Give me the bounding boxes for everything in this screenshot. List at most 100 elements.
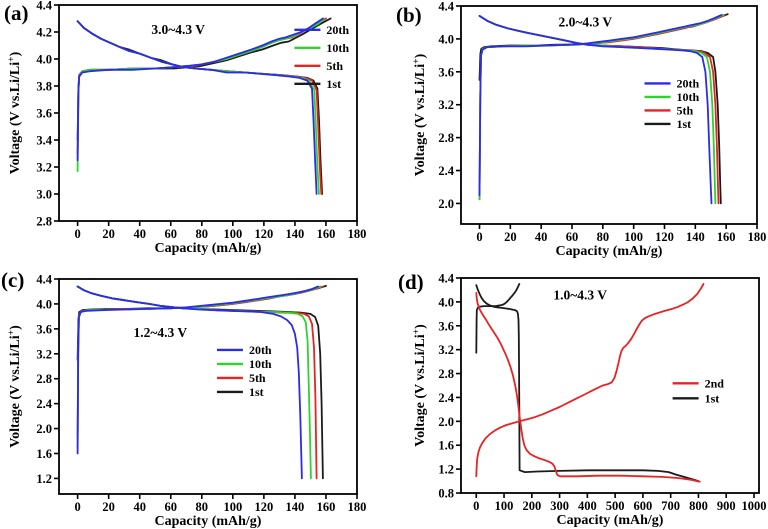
y-tick-label: 4.4 (438, 0, 454, 14)
x-tick-label: 140 (686, 230, 705, 244)
panel-c: 0 20 40 60 80 100 120 140 160 180 1.2 1.6 2.0 2.4 2.8 3… (0, 265, 384, 529)
panel-label-a: (a) (4, 1, 29, 25)
voltage-window-title: 2.0~4.3 V (558, 15, 612, 30)
legend-label-1st: 1st (705, 391, 720, 405)
x-axis-title: Capacity (mAh/g) (556, 244, 663, 259)
panel-d-chart: 0 100 200 300 400 500 600 700 800 900 1000 0.8 1.2 1.… (412, 272, 767, 529)
plot-frame (58, 278, 358, 495)
x-axis-title: Capacity (mAh/g) (557, 513, 664, 528)
legend-label-10th: 10th (326, 41, 349, 55)
x-tick-label: 200 (522, 499, 541, 513)
y-tick-label: 3.2 (36, 161, 52, 175)
x-tick-label: 20 (102, 227, 115, 241)
plot-frame (460, 5, 758, 225)
panel-a: 0 20 40 60 80 100 120 140 160 180 2.8 3.0 3.2 3.4 3.6 3… (0, 0, 384, 265)
x-tick-label: 60 (165, 500, 178, 514)
legend-label-1st: 1st (249, 385, 264, 399)
y-tick-label: 4.4 (438, 272, 454, 286)
y-axis-title: Voltage (V vs.Li/Li+) (412, 53, 428, 176)
y-tick-label: 2.4 (36, 397, 52, 411)
y-tick-label: 2.4 (438, 164, 454, 178)
legend-label-10th: 10th (677, 90, 700, 104)
x-tick-label: 40 (133, 227, 146, 241)
y-axis-title: Voltage (V vs.Li/Li+) (7, 325, 23, 448)
y-tick-label: 4.0 (36, 297, 52, 311)
curve-10th-discharge (76, 20, 320, 195)
voltage-window-title: 1.0~4.3 V (553, 288, 607, 303)
x-tick-label: 40 (535, 230, 548, 244)
x-tick-label: 80 (597, 230, 610, 244)
legend-label-20th: 20th (326, 23, 349, 37)
x-tick-label: 40 (133, 500, 146, 514)
y-tick-label: 4.0 (438, 32, 454, 46)
x-tick-label: 20 (102, 500, 115, 514)
legend-label-1st: 1st (677, 117, 692, 131)
curve-5th-discharge (76, 285, 318, 480)
curve-20th-charge (76, 285, 320, 455)
curve-20th-charge (76, 17, 324, 162)
x-tick-label: 20 (504, 230, 517, 244)
x-axis-title: Capacity (mAh/g) (155, 514, 262, 529)
x-tick-label: 120 (255, 500, 274, 514)
legend-label-20th: 20th (677, 76, 700, 90)
y-axis-title: Voltage (V vs.Li/Li+) (7, 51, 23, 174)
y-tick-label: 1.6 (36, 447, 52, 461)
y-tick-label: 3.6 (36, 107, 52, 121)
y-tick-label: 3.2 (438, 343, 454, 357)
y-tick-label: 2.8 (36, 372, 52, 386)
x-axis-title: Capacity (mAh/g) (155, 241, 262, 256)
x-tick-label: 180 (348, 227, 367, 241)
x-tick-label: 140 (286, 227, 305, 241)
x-tick-label: 300 (550, 499, 569, 513)
y-tick-label: 4.0 (36, 53, 52, 67)
y-axis-title: Voltage (V vs.Li/Li+) (412, 324, 428, 447)
y-tick-label: 2.8 (36, 215, 52, 229)
curve-2nd-discharge (475, 292, 701, 483)
x-tick-label: 1000 (742, 499, 767, 513)
panel-label-d: (d) (398, 270, 424, 294)
curve-5th-discharge (76, 20, 323, 195)
y-tick-label: 2.0 (438, 415, 454, 429)
y-tick-label: 3.6 (36, 322, 52, 336)
legend-label-20th: 20th (249, 343, 272, 357)
curve-1st-discharge (475, 284, 700, 482)
curve-20th-discharge (76, 285, 303, 480)
y-tick-label: 3.0 (36, 188, 52, 202)
curve-20th-discharge (76, 20, 318, 195)
x-tick-label: 0 (476, 230, 482, 244)
panel-label-c: (c) (1, 268, 25, 292)
curve-1st-discharge (76, 20, 323, 195)
voltage-window-title: 3.0~4.3 V (151, 22, 205, 37)
panel-label-b: (b) (396, 3, 422, 27)
y-tick-label: 1.6 (438, 439, 454, 453)
x-tick-label: 0 (75, 500, 81, 514)
y-tick-label: 3.8 (36, 80, 52, 94)
x-tick-label: 900 (717, 499, 736, 513)
legend-label-5th: 5th (326, 59, 343, 73)
y-tick-label: 4.4 (36, 273, 52, 287)
y-tick-label: 0.8 (438, 487, 454, 501)
y-tick-label: 2.0 (36, 422, 52, 436)
curve-2nd-charge (475, 283, 705, 478)
panel-b: 0 20 40 60 80 100 120 140 160 180 2.0 2.4 2.8 3.2 3.6 4… (384, 0, 768, 265)
y-tick-label: 2.8 (438, 367, 454, 381)
x-tick-label: 120 (655, 230, 674, 244)
curve-1st-discharge (76, 285, 324, 480)
x-tick-label: 800 (689, 499, 708, 513)
panel-b-chart: 0 20 40 60 80 100 120 140 160 180 2.0 2.4 2.8 3.2 3.6 4… (412, 0, 766, 259)
y-tick-label: 2.8 (438, 131, 454, 145)
x-tick-label: 60 (566, 230, 579, 244)
y-tick-label: 1.2 (438, 463, 454, 477)
panel-a-chart: 0 20 40 60 80 100 120 140 160 180 2.8 3.0 3.2 3.4 3.6 3… (7, 0, 367, 256)
legend-label-5th: 5th (677, 103, 694, 117)
x-tick-label: 0 (473, 499, 479, 513)
y-tick-label: 4.4 (36, 0, 52, 13)
plot-frame (460, 277, 760, 494)
x-tick-label: 100 (223, 500, 242, 514)
y-tick-label: 2.4 (438, 391, 454, 405)
x-tick-label: 700 (661, 499, 680, 513)
x-tick-label: 160 (317, 227, 336, 241)
x-tick-label: 0 (75, 227, 81, 241)
y-tick-label: 3.6 (438, 65, 454, 79)
